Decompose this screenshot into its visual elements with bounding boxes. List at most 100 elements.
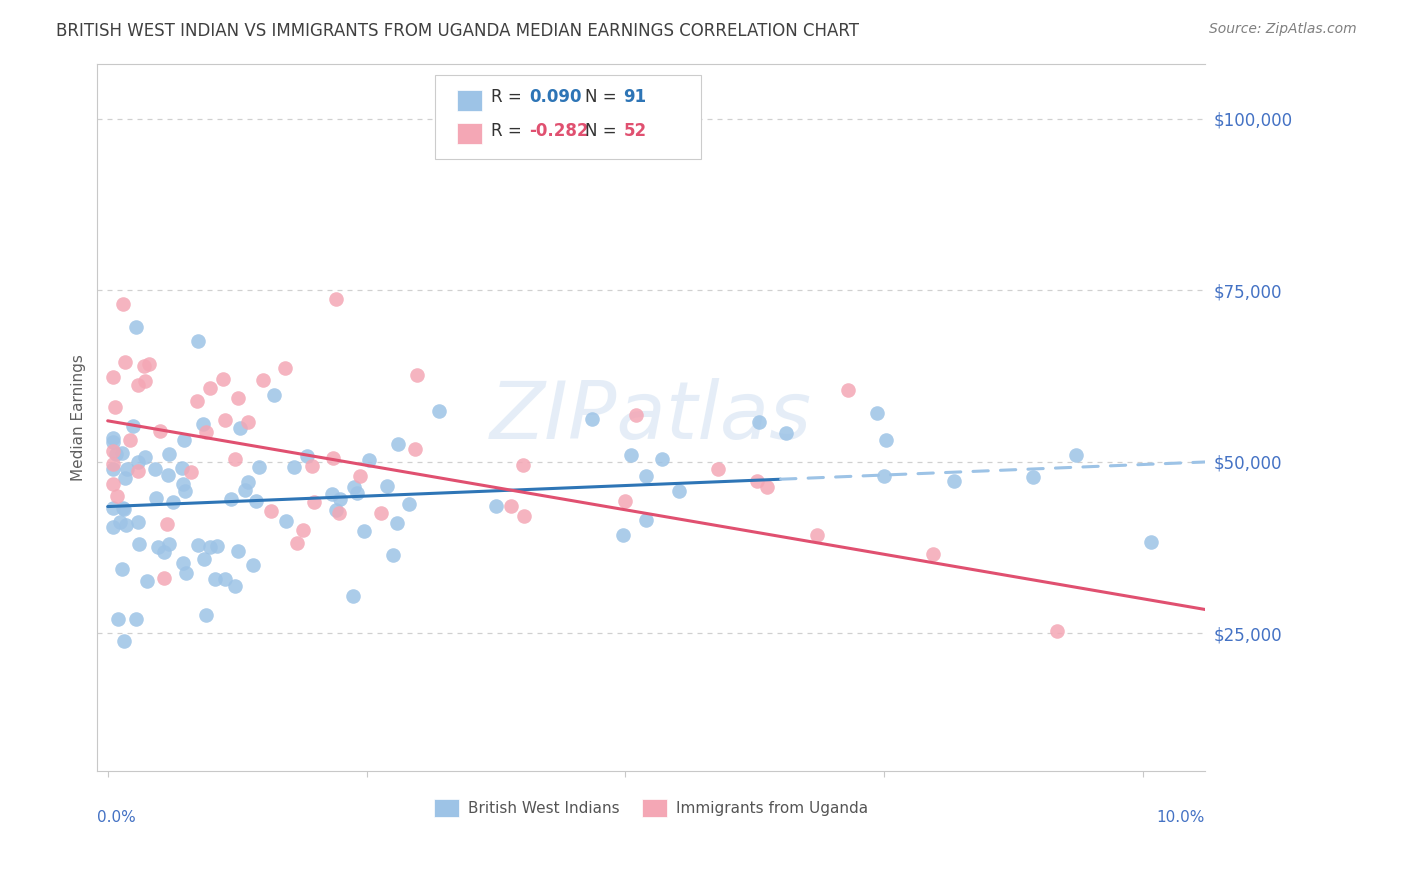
Point (512, 508, 534, 523)
Point (193, 551, 215, 566)
Point (107, 612, 129, 626)
Point (127, 515, 149, 529)
Text: 91: 91 (623, 88, 647, 106)
Point (174, 484, 197, 499)
Point (873, 469, 896, 483)
Point (111, 297, 134, 311)
Point (1066, 448, 1088, 462)
Point (195, 608, 218, 623)
Point (745, 474, 768, 488)
Point (942, 474, 965, 488)
Point (866, 406, 889, 420)
Point (398, 497, 420, 511)
Point (224, 578, 246, 592)
Point (170, 461, 193, 475)
Point (385, 516, 408, 530)
Point (111, 446, 134, 460)
Point (775, 425, 797, 440)
Point (236, 475, 259, 490)
Point (127, 377, 149, 392)
Point (387, 437, 409, 451)
Point (875, 433, 897, 447)
Text: R =: R = (491, 122, 527, 140)
Point (214, 572, 236, 586)
Point (233, 483, 256, 497)
Point (357, 453, 380, 467)
Point (349, 468, 371, 483)
FancyBboxPatch shape (457, 90, 482, 112)
Point (274, 514, 297, 528)
Point (103, 500, 125, 515)
Point (651, 451, 673, 466)
Point (127, 455, 149, 469)
Point (756, 480, 779, 494)
Point (301, 458, 323, 473)
Point (285, 535, 308, 549)
Point (512, 458, 534, 473)
Point (172, 557, 194, 571)
Point (224, 452, 246, 467)
Point (252, 373, 274, 387)
Point (101, 477, 124, 491)
Point (325, 503, 347, 517)
Point (612, 528, 634, 542)
Point (204, 572, 226, 586)
Legend: British West Indians, Immigrants from Uganda: British West Indians, Immigrants from Ug… (429, 793, 875, 823)
Point (346, 485, 368, 500)
Point (328, 506, 350, 520)
Text: 52: 52 (623, 122, 647, 140)
Point (198, 381, 221, 395)
Point (186, 394, 208, 409)
Point (499, 499, 522, 513)
Point (114, 501, 136, 516)
Text: ZIPatlas: ZIPatlas (491, 378, 813, 457)
Point (156, 467, 179, 482)
Point (121, 419, 143, 434)
Point (375, 479, 398, 493)
Point (707, 462, 730, 476)
Point (105, 447, 128, 461)
Point (193, 417, 215, 432)
Point (134, 374, 156, 388)
Point (1046, 624, 1069, 638)
Text: Source: ZipAtlas.com: Source: ZipAtlas.com (1209, 22, 1357, 37)
Point (174, 566, 197, 581)
Point (242, 558, 264, 572)
Point (614, 494, 637, 508)
Point (187, 538, 209, 552)
Point (101, 431, 124, 445)
Point (404, 442, 426, 456)
Point (263, 388, 285, 402)
Point (427, 404, 450, 418)
Point (212, 372, 235, 386)
Point (153, 571, 176, 585)
Point (114, 354, 136, 368)
Point (138, 357, 160, 371)
Point (226, 543, 249, 558)
Point (485, 500, 508, 514)
Point (624, 409, 647, 423)
Point (180, 466, 202, 480)
Text: -0.282: -0.282 (530, 122, 589, 140)
Point (321, 487, 343, 501)
Point (173, 433, 195, 447)
Point (205, 539, 228, 553)
Point (353, 524, 375, 539)
Point (187, 334, 209, 348)
Point (620, 449, 643, 463)
Point (405, 368, 427, 383)
Point (157, 447, 180, 461)
Point (228, 392, 250, 406)
Point (162, 495, 184, 509)
Point (668, 484, 690, 499)
Point (143, 462, 166, 476)
Point (111, 562, 134, 576)
Point (634, 513, 657, 527)
Point (104, 400, 127, 414)
Point (134, 359, 156, 373)
Point (214, 413, 236, 427)
Point (236, 415, 259, 429)
Point (101, 519, 124, 533)
Point (156, 517, 179, 532)
Point (295, 450, 318, 464)
